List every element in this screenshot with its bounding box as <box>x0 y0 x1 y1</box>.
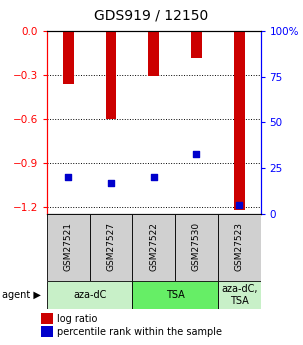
Bar <box>90 214 132 281</box>
Bar <box>106 31 116 119</box>
Text: GSM27530: GSM27530 <box>192 221 201 271</box>
Bar <box>132 281 218 309</box>
Text: aza-dC,
TSA: aza-dC, TSA <box>221 284 258 306</box>
Point <box>194 151 199 156</box>
Text: GDS919 / 12150: GDS919 / 12150 <box>94 8 209 22</box>
Text: GSM27523: GSM27523 <box>235 222 244 271</box>
Bar <box>132 214 175 281</box>
Bar <box>47 214 90 281</box>
Bar <box>47 281 132 309</box>
Point <box>108 180 113 186</box>
Bar <box>148 31 159 76</box>
Bar <box>175 214 218 281</box>
Text: TSA: TSA <box>166 290 185 300</box>
Text: aza-dC: aza-dC <box>73 290 106 300</box>
Text: GSM27521: GSM27521 <box>64 222 73 271</box>
Text: agent ▶: agent ▶ <box>2 290 40 300</box>
Bar <box>191 31 202 58</box>
Bar <box>218 214 261 281</box>
Point <box>151 175 156 180</box>
Text: GSM27527: GSM27527 <box>107 222 115 271</box>
Bar <box>63 31 74 84</box>
Text: log ratio: log ratio <box>57 314 98 324</box>
Bar <box>218 281 261 309</box>
Bar <box>234 31 245 209</box>
Point <box>66 175 71 180</box>
Bar <box>41 326 53 337</box>
Bar <box>41 313 53 324</box>
Text: percentile rank within the sample: percentile rank within the sample <box>57 327 222 337</box>
Text: GSM27522: GSM27522 <box>149 222 158 270</box>
Point <box>237 202 242 207</box>
